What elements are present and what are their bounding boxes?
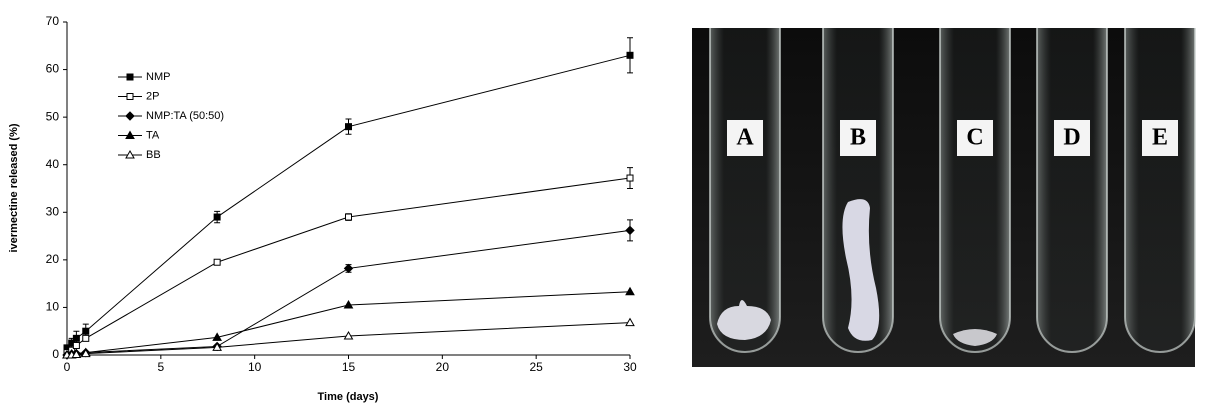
test-tube <box>709 28 781 353</box>
test-tube <box>822 28 894 353</box>
data-point <box>72 334 80 342</box>
y-tick-label: 0 <box>52 347 59 361</box>
tube-label: B <box>850 125 866 151</box>
legend-marker <box>125 130 135 139</box>
data-point <box>213 213 221 221</box>
legend-label: NMP <box>146 71 170 83</box>
legend-marker <box>125 149 135 159</box>
data-point <box>343 330 354 340</box>
y-tick-label: 60 <box>46 62 60 76</box>
data-point <box>212 342 222 351</box>
data-point <box>82 334 90 342</box>
tube-label: D <box>1063 125 1080 151</box>
data-point <box>626 51 634 59</box>
test-tube <box>939 28 1011 353</box>
legend-label: BB <box>146 149 161 161</box>
tube-label-box <box>1142 120 1178 156</box>
x-tick-label: 15 <box>342 360 356 374</box>
tube-label: C <box>966 125 983 151</box>
data-point <box>343 263 354 274</box>
test-tube <box>1036 28 1108 353</box>
x-axis-title: Time (days) <box>318 391 379 403</box>
data-point <box>72 341 80 349</box>
legend-label: 2P <box>146 90 159 102</box>
data-point <box>625 317 635 327</box>
legend-marker <box>126 93 134 100</box>
y-tick-label: 20 <box>46 252 60 266</box>
x-tick-label: 30 <box>623 360 637 374</box>
legend-label: TA <box>146 129 160 141</box>
tube-label-box <box>840 120 876 156</box>
data-point <box>626 174 634 182</box>
sample-gel <box>953 329 997 346</box>
x-tick-label: 0 <box>64 360 71 374</box>
y-tick-label: 40 <box>46 157 60 171</box>
data-point <box>345 123 352 131</box>
x-tick-label: 5 <box>157 360 164 374</box>
tube-label-box <box>1054 120 1090 156</box>
legend-label: NMP:TA (50:50) <box>146 110 224 122</box>
legend-marker <box>125 111 135 121</box>
photo: A B C D E <box>692 28 1196 367</box>
test-tube <box>1124 28 1196 353</box>
data-point <box>625 225 635 236</box>
data-point <box>213 258 221 266</box>
y-axis-title: ivermectine released (%) <box>8 123 20 252</box>
x-tick-label: 10 <box>248 360 262 374</box>
tube-label: A <box>736 125 754 151</box>
tube-label-box <box>727 120 763 156</box>
y-tick-label: 10 <box>46 300 60 314</box>
data-point <box>71 349 82 359</box>
data-point <box>625 286 635 296</box>
y-tick-label: 30 <box>46 204 60 218</box>
tube-label-box <box>957 120 993 156</box>
data-point <box>82 327 90 335</box>
y-tick-label: 50 <box>46 109 60 123</box>
tube-label: E <box>1152 125 1168 151</box>
sample-gel <box>842 199 880 341</box>
data-point <box>345 213 352 221</box>
legend-marker <box>126 73 134 81</box>
x-tick-label: 20 <box>436 360 450 374</box>
data-point <box>80 348 91 358</box>
data-point <box>212 332 222 341</box>
y-tick-label: 70 <box>46 14 60 28</box>
x-tick-label: 25 <box>529 360 543 374</box>
sample-gel <box>717 300 771 340</box>
data-point <box>343 300 354 309</box>
